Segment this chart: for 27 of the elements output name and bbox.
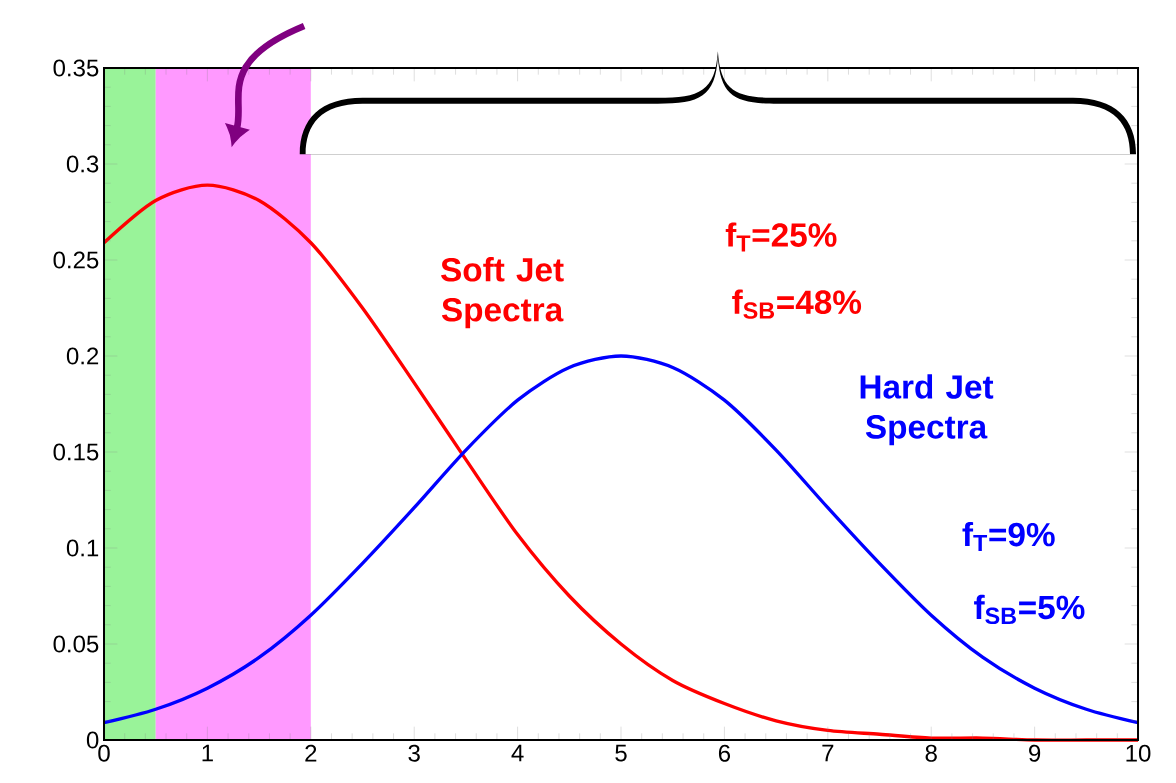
x-tick-label: 9: [1029, 744, 1041, 762]
annotation: f$_{SB}$=48%: [732, 289, 862, 319]
annotation: Soft Jet Spectra: [441, 257, 564, 329]
annotation: f$_{T}$=25%: [725, 222, 837, 252]
x-tick-label: 2: [305, 744, 317, 762]
annotation: f$_{SB}$=5%: [974, 594, 1085, 625]
x-tick-label: 3: [408, 744, 420, 762]
line-series: [102, 354, 1140, 725]
x-tick-label: 0: [98, 744, 110, 762]
y-tick-label: 0: [86, 731, 99, 749]
x-tick-label: 8: [925, 744, 937, 762]
x-tick-label: 4: [511, 744, 524, 762]
annotation: f$_{T}$=9%: [962, 522, 1055, 552]
x-tick-label: 5: [615, 744, 627, 762]
y-tick-label: 0.05: [53, 635, 99, 653]
x-tick-label: 7: [822, 744, 834, 762]
line-series: [102, 183, 1140, 742]
y-tick-label: 0.3: [66, 155, 99, 173]
y-tick-label: 0.1: [66, 539, 99, 557]
y-tick-label: 0.2: [66, 347, 99, 365]
x-tick-label: 1: [202, 744, 213, 762]
y-tick-label: 0.25: [53, 251, 99, 269]
y-tick-label: 0.15: [53, 443, 99, 461]
annotation: Hard Jet Spectra: [860, 374, 994, 446]
x-tick-label: 10: [1126, 744, 1151, 762]
y-tick-label: 0.35: [53, 59, 99, 77]
x-tick-label: 6: [718, 744, 731, 762]
